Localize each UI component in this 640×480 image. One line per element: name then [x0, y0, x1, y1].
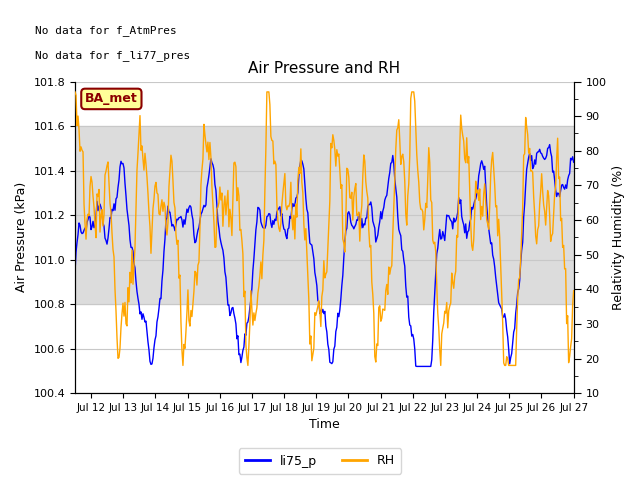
Title: Air Pressure and RH: Air Pressure and RH [248, 61, 401, 76]
Y-axis label: Air Pressure (kPa): Air Pressure (kPa) [15, 182, 28, 292]
Text: No data for f_AtmPres: No data for f_AtmPres [35, 25, 177, 36]
Bar [75, 126, 573, 304]
Text: No data for f_li77_pres: No data for f_li77_pres [35, 50, 190, 61]
X-axis label: Time: Time [309, 419, 340, 432]
Legend: li75_p, RH: li75_p, RH [239, 448, 401, 474]
Text: BA_met: BA_met [85, 93, 138, 106]
Y-axis label: Relativity Humidity (%): Relativity Humidity (%) [612, 165, 625, 310]
